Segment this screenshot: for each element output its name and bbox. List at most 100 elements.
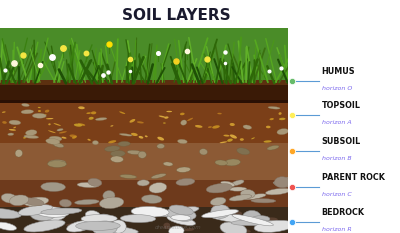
Ellipse shape [57,129,63,131]
Ellipse shape [232,211,242,216]
Ellipse shape [66,223,77,226]
Text: horizon C: horizon C [322,192,351,197]
Ellipse shape [267,145,279,150]
Ellipse shape [94,226,138,233]
Ellipse shape [78,123,85,126]
Ellipse shape [54,123,61,126]
Ellipse shape [169,205,193,215]
Ellipse shape [119,111,125,114]
Ellipse shape [224,159,240,166]
Ellipse shape [254,220,294,232]
Ellipse shape [240,189,255,198]
Ellipse shape [138,151,146,158]
Bar [0,81,288,103]
Ellipse shape [29,213,45,216]
Ellipse shape [81,214,117,223]
Ellipse shape [270,118,274,120]
Ellipse shape [0,208,21,219]
Ellipse shape [92,140,98,145]
Ellipse shape [176,178,195,185]
Ellipse shape [212,125,220,129]
Ellipse shape [46,118,54,119]
Text: HUMUS: HUMUS [322,67,355,76]
Text: horizon O: horizon O [322,86,352,91]
Ellipse shape [187,118,193,121]
Ellipse shape [48,123,51,125]
Ellipse shape [171,215,191,220]
Ellipse shape [157,209,168,212]
Ellipse shape [254,226,260,231]
Ellipse shape [72,136,76,139]
Ellipse shape [103,191,115,201]
Ellipse shape [220,222,247,233]
Ellipse shape [110,150,125,157]
Ellipse shape [227,139,233,142]
Ellipse shape [195,125,202,128]
Ellipse shape [166,111,172,112]
Ellipse shape [120,215,156,223]
Ellipse shape [251,216,270,223]
Ellipse shape [229,187,247,191]
Ellipse shape [48,160,66,166]
Bar [0,207,288,233]
Ellipse shape [127,150,142,154]
Ellipse shape [96,214,112,223]
Ellipse shape [49,136,62,141]
Ellipse shape [24,220,65,232]
Ellipse shape [76,221,120,230]
Ellipse shape [41,182,66,192]
Ellipse shape [131,133,138,136]
Ellipse shape [2,111,6,113]
Ellipse shape [243,125,252,129]
Ellipse shape [149,183,167,193]
Ellipse shape [95,118,107,120]
Ellipse shape [174,212,193,221]
Ellipse shape [277,129,288,135]
Ellipse shape [211,205,230,218]
Ellipse shape [88,139,91,141]
Ellipse shape [60,199,72,207]
Ellipse shape [131,206,169,217]
Ellipse shape [229,195,252,201]
Ellipse shape [120,175,137,178]
Ellipse shape [167,215,196,225]
Ellipse shape [176,211,185,217]
Ellipse shape [242,211,261,223]
Ellipse shape [9,120,21,125]
Text: SOIL LAYERS: SOIL LAYERS [122,8,230,23]
Ellipse shape [266,188,290,195]
Ellipse shape [10,195,29,206]
Ellipse shape [78,106,85,109]
Ellipse shape [45,110,49,113]
Ellipse shape [142,195,162,203]
Ellipse shape [22,103,29,106]
Ellipse shape [161,207,199,217]
Text: horizon B: horizon B [322,156,351,161]
Ellipse shape [70,134,77,137]
Ellipse shape [75,199,99,205]
Ellipse shape [157,137,164,140]
Ellipse shape [200,149,208,155]
Ellipse shape [230,134,237,139]
Ellipse shape [234,221,244,226]
Ellipse shape [163,122,166,124]
Ellipse shape [224,135,230,137]
Ellipse shape [18,205,52,216]
Bar [0,100,288,103]
Ellipse shape [24,135,39,138]
Ellipse shape [110,125,113,127]
Ellipse shape [21,110,34,114]
Ellipse shape [38,110,41,112]
Ellipse shape [38,107,41,108]
Ellipse shape [99,197,124,209]
Ellipse shape [215,160,227,165]
Ellipse shape [268,106,280,109]
Ellipse shape [110,220,126,233]
Ellipse shape [62,137,66,139]
Ellipse shape [45,212,66,221]
Ellipse shape [35,207,69,217]
Ellipse shape [89,117,94,120]
Ellipse shape [240,138,244,141]
Bar [0,180,288,207]
Bar [0,80,288,85]
